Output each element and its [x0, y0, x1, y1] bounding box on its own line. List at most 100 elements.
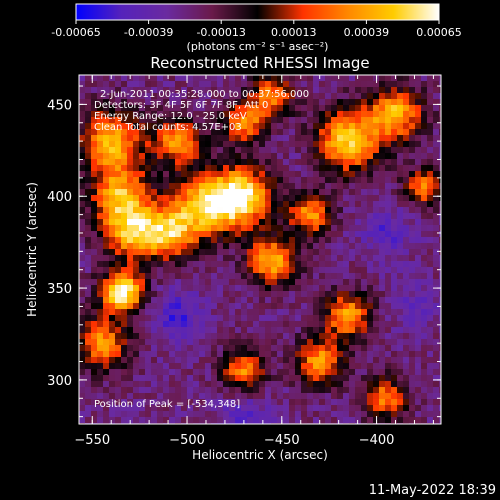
heatmap-cell — [325, 291, 332, 298]
heatmap-cell — [223, 147, 230, 154]
heatmap-cell — [109, 153, 116, 160]
heatmap-cell — [121, 171, 128, 178]
heatmap-cell — [439, 87, 441, 94]
heatmap-cell — [343, 195, 350, 202]
heatmap-cell — [127, 81, 134, 88]
heatmap-cell — [121, 99, 128, 106]
heatmap-cell — [337, 273, 344, 280]
heatmap-cell — [301, 405, 308, 412]
heatmap-cell — [253, 321, 260, 328]
heatmap-cell — [199, 291, 206, 298]
heatmap-cell — [235, 345, 242, 352]
heatmap-cell — [391, 309, 398, 316]
heatmap-cell — [283, 333, 290, 340]
heatmap-cell — [187, 363, 194, 370]
heatmap-cell — [271, 99, 278, 106]
heatmap-cell — [409, 381, 416, 388]
heatmap-cell — [277, 93, 284, 100]
heatmap-cell — [217, 153, 224, 160]
heatmap-cell — [211, 153, 218, 160]
heatmap-cell — [295, 207, 302, 214]
heatmap-cell — [427, 381, 434, 388]
heatmap-cell — [403, 111, 410, 118]
heatmap-cell — [133, 129, 140, 136]
heatmap-cell — [121, 333, 128, 340]
heatmap-cell — [139, 93, 146, 100]
heatmap-cell — [145, 369, 152, 376]
heatmap-cell — [391, 75, 398, 82]
heatmap-cell — [403, 219, 410, 226]
heatmap-cell — [379, 219, 386, 226]
heatmap-cell — [265, 369, 272, 376]
heatmap-cell — [421, 249, 428, 256]
heatmap-cell — [289, 297, 296, 304]
heatmap-cell — [187, 297, 194, 304]
heatmap-cell — [199, 375, 206, 382]
heatmap-cell — [187, 399, 194, 406]
heatmap-cell — [103, 291, 110, 298]
heatmap-cell — [235, 387, 242, 394]
heatmap-cell — [331, 381, 338, 388]
heatmap-cell — [217, 321, 224, 328]
heatmap-cell — [295, 123, 302, 130]
heatmap-cell — [193, 357, 200, 364]
heatmap-cell — [427, 99, 434, 106]
heatmap-cell — [355, 87, 362, 94]
heatmap-cell — [121, 243, 128, 250]
heatmap-cell — [277, 231, 284, 238]
heatmap-cell — [313, 201, 320, 208]
heatmap-cell — [409, 309, 416, 316]
heatmap-cell — [97, 327, 104, 334]
heatmap-cell — [97, 357, 104, 364]
heatmap-cell — [97, 267, 104, 274]
heatmap-cell — [145, 375, 152, 382]
heatmap-cell — [139, 135, 146, 142]
heatmap-cell — [181, 333, 188, 340]
heatmap-cell — [409, 399, 416, 406]
heatmap-cell — [229, 225, 236, 232]
heatmap-cell — [91, 99, 98, 106]
heatmap-cell — [181, 213, 188, 220]
heatmap-cell — [379, 147, 386, 154]
heatmap-cell — [289, 369, 296, 376]
heatmap-cell — [253, 387, 260, 394]
colorbar-unit-label: (photons cm⁻² s⁻¹ asec⁻²) — [187, 40, 329, 53]
heatmap-cell — [415, 141, 422, 148]
heatmap-cell — [157, 363, 164, 370]
heatmap-cell — [331, 183, 338, 190]
heatmap-cell — [85, 141, 92, 148]
heatmap-cell — [331, 219, 338, 226]
heatmap-cell — [265, 237, 272, 244]
heatmap-cell — [223, 219, 230, 226]
heatmap-cell — [301, 159, 308, 166]
heatmap-cell — [409, 207, 416, 214]
heatmap-cell — [247, 117, 254, 124]
heatmap-cell — [241, 129, 248, 136]
heatmap-cell — [373, 177, 380, 184]
heatmap-cell — [175, 273, 182, 280]
heatmap-cell — [253, 75, 260, 82]
heatmap-cell — [415, 327, 422, 334]
heatmap-cell — [103, 213, 110, 220]
heatmap-cell — [313, 183, 320, 190]
heatmap-cell — [205, 393, 212, 400]
heatmap-cell — [259, 75, 266, 82]
heatmap-cell — [433, 135, 440, 142]
heatmap-cell — [355, 351, 362, 358]
heatmap-cell — [211, 99, 218, 106]
heatmap-cell — [397, 87, 404, 94]
heatmap-cell — [271, 417, 278, 424]
heatmap-cell — [115, 405, 122, 412]
heatmap-cell — [157, 405, 164, 412]
heatmap-cell — [79, 87, 86, 94]
heatmap-cell — [295, 75, 302, 82]
heatmap-cell — [163, 411, 170, 418]
heatmap-cell — [259, 375, 266, 382]
heatmap-cell — [193, 159, 200, 166]
heatmap-cell — [169, 243, 176, 250]
heatmap-cell — [103, 141, 110, 148]
heatmap-cell — [391, 297, 398, 304]
heatmap-cell — [259, 237, 266, 244]
heatmap-cell — [241, 333, 248, 340]
heatmap-cell — [343, 363, 350, 370]
